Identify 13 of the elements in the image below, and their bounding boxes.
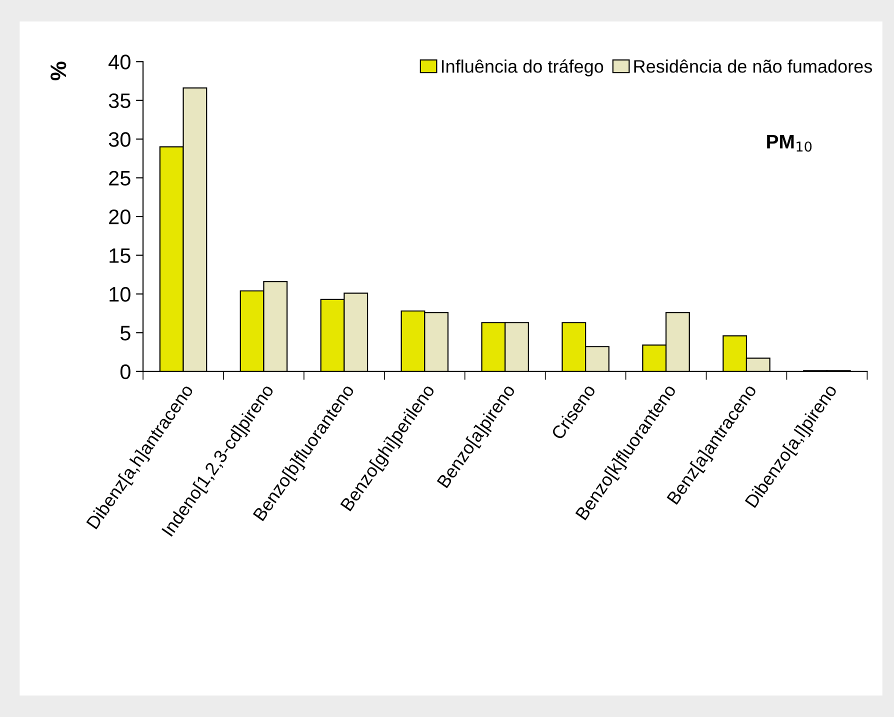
y-tick-label: 20 [109,210,130,224]
y-tick-label: 15 [110,248,130,264]
y-tick-label: 30 [108,132,130,147]
y-axis-title: % [50,62,66,80]
y-tick-label: 5 [120,326,130,340]
y-tick-label: 0 [120,364,130,380]
annotation: PM$_{10}$ [767,134,812,152]
y-tick-label: 25 [109,170,130,186]
legend-label: Residência de não fumadores [634,59,872,73]
y-tick-label: 35 [108,93,130,108]
y-tick-label: 10 [110,286,130,302]
legend-label: Influência do tráfego [442,59,604,76]
y-tick-label: 40 [108,54,130,70]
